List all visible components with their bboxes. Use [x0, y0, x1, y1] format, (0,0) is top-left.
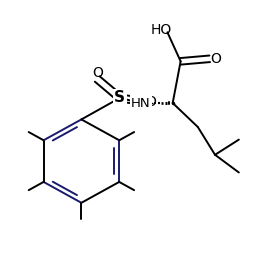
Text: HN: HN	[131, 97, 151, 109]
Text: HO: HO	[151, 23, 172, 37]
Text: O: O	[210, 52, 221, 66]
Text: O: O	[92, 66, 103, 80]
Text: S: S	[114, 90, 125, 105]
Text: O: O	[145, 95, 156, 109]
